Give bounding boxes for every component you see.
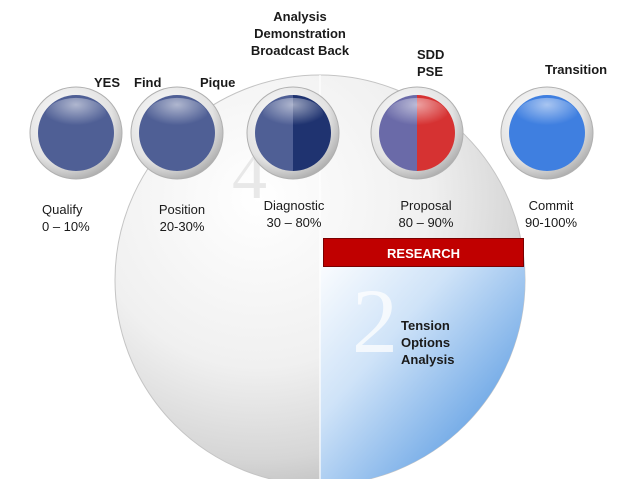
- stage-range: 80 – 90%: [398, 215, 454, 230]
- stage-name: Proposal: [400, 198, 452, 213]
- big-numeral-2: 2: [352, 270, 398, 372]
- stage-name: Commit: [528, 198, 574, 213]
- label-sdd-pse-stack: SDD PSE: [417, 46, 444, 80]
- stage-balls: [29, 86, 594, 180]
- label-options: Options: [401, 335, 451, 350]
- label-analysis-lower: Analysis: [401, 352, 455, 367]
- stage-position: Position 20-30%: [146, 201, 218, 235]
- label-yes: YES: [94, 75, 121, 90]
- ball-highlight: [516, 97, 578, 133]
- research-banner: RESEARCH: [323, 238, 524, 267]
- label-pse: PSE: [417, 64, 444, 79]
- ball-highlight: [45, 97, 107, 133]
- label-analysis-stack: Analysis Demonstration Broadcast Back: [238, 8, 362, 59]
- label-tension: Tension: [401, 318, 450, 333]
- stage-range: 20-30%: [159, 219, 205, 234]
- stage-qualify: Qualify 0 – 10%: [42, 201, 112, 235]
- label-analysis: Analysis: [273, 9, 327, 24]
- label-demonstration: Demonstration: [254, 26, 346, 41]
- ball-highlight: [386, 97, 448, 133]
- label-transition: Transition: [545, 62, 608, 77]
- ball-highlight: [146, 97, 208, 133]
- label-pique: Pique: [200, 75, 236, 90]
- tension-options-analysis: Tension Options Analysis: [401, 317, 454, 368]
- stage-ball-proposal: [370, 86, 464, 180]
- stage-ball-qualify: [29, 86, 123, 180]
- stage-diagnostic: Diagnostic 30 – 80%: [252, 197, 336, 231]
- stage-range: 90-100%: [524, 215, 578, 230]
- stage-ball-diagnostic: [246, 86, 340, 180]
- stage-range: 0 – 10%: [42, 219, 90, 234]
- ball-highlight: [262, 97, 324, 133]
- stage-commit: Commit 90-100%: [514, 197, 588, 231]
- label-broadcast-back: Broadcast Back: [250, 43, 350, 58]
- label-find: Find: [134, 75, 162, 90]
- stage-range: 30 – 80%: [266, 215, 322, 230]
- stage-name: Diagnostic: [263, 198, 325, 213]
- stage-ball-commit: [500, 86, 594, 180]
- stage-name: Qualify: [42, 202, 83, 217]
- label-sdd: SDD: [417, 47, 445, 62]
- stage-proposal: Proposal 80 – 90%: [386, 197, 466, 231]
- stage-ball-position: [130, 86, 224, 180]
- stage-name: Position: [158, 202, 206, 217]
